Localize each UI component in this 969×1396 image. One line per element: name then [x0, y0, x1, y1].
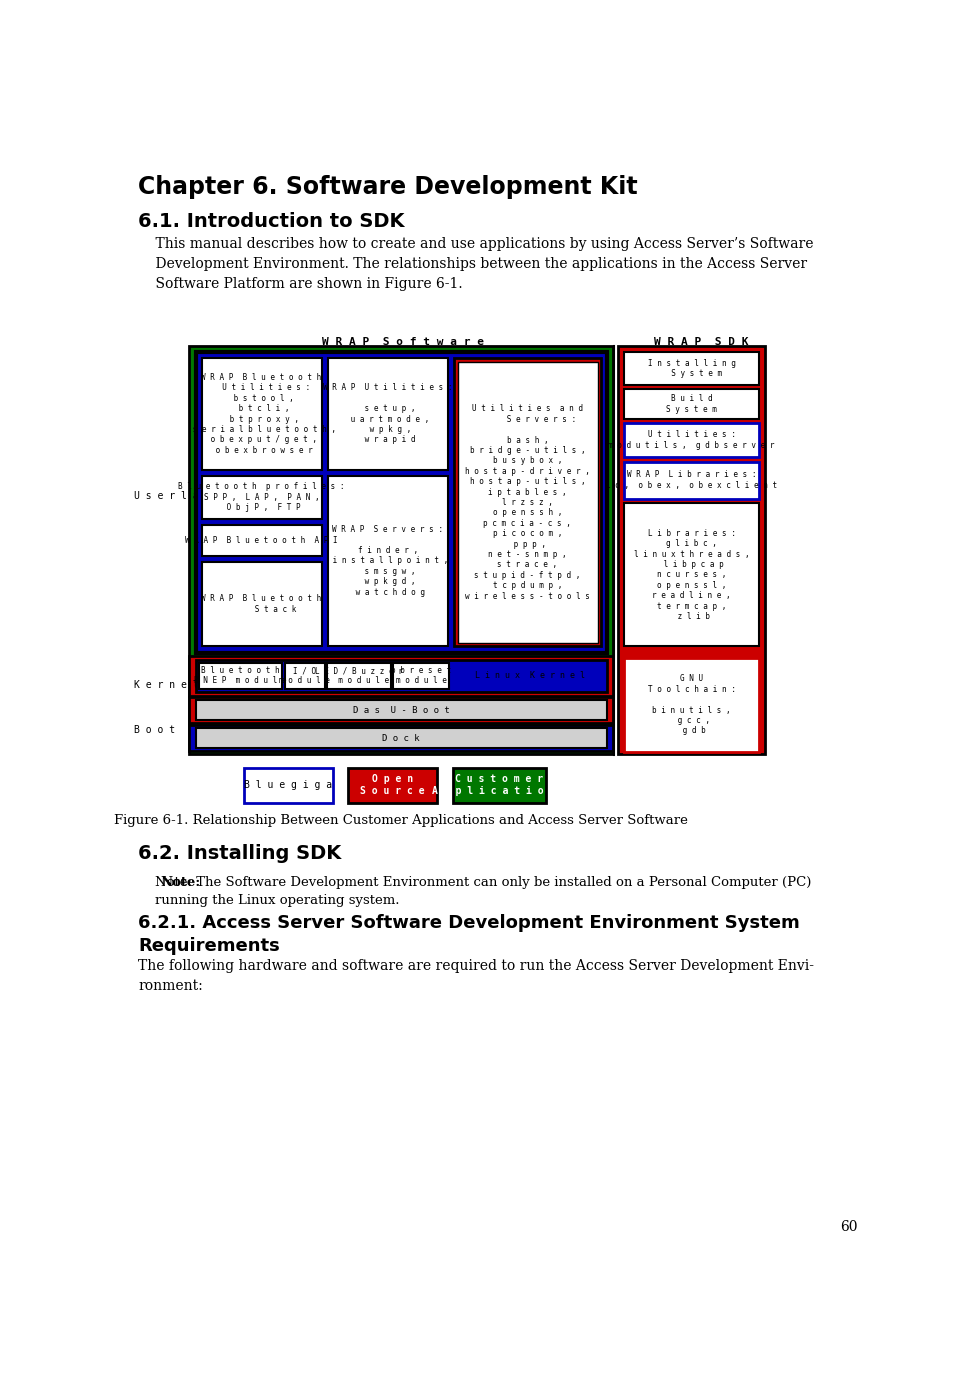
Bar: [199, 663, 282, 688]
Bar: [202, 359, 322, 470]
Bar: [624, 389, 759, 419]
Text: B o o t: B o o t: [134, 725, 174, 734]
Text: B u i l d
S y s t e m: B u i l d S y s t e m: [666, 394, 716, 413]
Text: U s e r l a n d: U s e r l a n d: [134, 491, 222, 501]
Text: U t i l i t i e s :
m o d u t i l s ,  g d b s e r v e r: U t i l i t i e s : m o d u t i l s , g …: [608, 430, 774, 450]
Text: Note:: Note:: [160, 875, 200, 889]
Bar: [189, 725, 612, 751]
Bar: [202, 525, 322, 556]
Text: b b r e s e t
m o d u l e: b b r e s e t m o d u l e: [391, 666, 451, 685]
Bar: [196, 659, 607, 692]
Text: U t i l i t i e s  a n d
      S e r v e r s :

b a s h ,
b r i d g e - u t i l : U t i l i t i e s a n d S e r v e r s : …: [464, 405, 589, 600]
Bar: [348, 768, 437, 803]
Bar: [189, 697, 612, 723]
Text: L E D / B u z z e r
  m o d u l e: L E D / B u z z e r m o d u l e: [315, 666, 403, 685]
Text: O p e n
S o u r c e: O p e n S o u r c e: [359, 775, 424, 796]
Text: Note: The Software Development Environment can only be installed on a Personal C: Note: The Software Development Environme…: [139, 875, 811, 907]
Text: 6.2.1. Access Server Software Development Environment System
Requirements: 6.2.1. Access Server Software Developmen…: [139, 914, 799, 955]
Text: Chapter 6. Software Development Kit: Chapter 6. Software Development Kit: [139, 176, 638, 200]
Text: G N U
T o o l c h a i n :

b i n u t i l s ,
 g c c ,
 g d b: G N U T o o l c h a i n : b i n u t i l …: [647, 674, 735, 736]
Bar: [624, 352, 759, 385]
Text: W R A P  B l u e t o o t h  A P I: W R A P B l u e t o o t h A P I: [185, 536, 337, 544]
Text: K e r n e l: K e r n e l: [134, 680, 198, 690]
Text: The following hardware and software are required to run the Access Server Develo: The following hardware and software are …: [139, 959, 813, 993]
Text: B l u e t o o t h
B N E P  m o d u l e: B l u e t o o t h B N E P m o d u l e: [194, 666, 287, 685]
Text: W R A P  U t i l i t i e s :

 s e t u p ,
 u a r t m o d e ,
 w p k g ,
 w r a : W R A P U t i l i t i e s : s e t u p , …: [323, 384, 453, 444]
Bar: [243, 768, 332, 803]
Bar: [624, 462, 759, 498]
Bar: [454, 359, 601, 646]
Bar: [196, 701, 607, 720]
Bar: [189, 346, 612, 754]
Bar: [328, 663, 391, 688]
Text: W R A P  B l u e t o o t h
  U t i l i t i e s :
 b s t o o l ,
 b t c l i ,
 b : W R A P B l u e t o o t h U t i l i t i …: [187, 373, 335, 455]
Bar: [457, 362, 597, 644]
Text: 60: 60: [839, 1220, 857, 1234]
Text: This manual describes how to create and use applications by using Access Server’: This manual describes how to create and …: [139, 237, 813, 290]
Bar: [285, 663, 325, 688]
Text: W R A P  L i b r a r i e s :
i o ,  o b e x ,  o b e x c l i e n t: W R A P L i b r a r i e s : i o , o b e …: [606, 470, 776, 490]
Text: B l u e g i g a: B l u e g i g a: [243, 780, 331, 790]
Text: I n s t a l l i n g
  S y s t e m: I n s t a l l i n g S y s t e m: [647, 359, 735, 378]
Text: W R A P  B l u e t o o t h
      S t a c k: W R A P B l u e t o o t h S t a c k: [202, 595, 322, 614]
Text: 6.2. Installing SDK: 6.2. Installing SDK: [139, 843, 341, 863]
Text: 6.1. Introduction to SDK: 6.1. Introduction to SDK: [139, 212, 404, 232]
Bar: [196, 352, 607, 652]
Text: I / O
m o d u l e: I / O m o d u l e: [279, 666, 330, 685]
Text: D a s  U - B o o t: D a s U - B o o t: [353, 706, 449, 715]
Bar: [453, 768, 546, 803]
Text: B l u e t o o t h  p r o f i l e s :
S P P ,  L A P ,  P A N ,
 O b j P ,  F T P: B l u e t o o t h p r o f i l e s : S P …: [178, 482, 344, 512]
Bar: [189, 656, 612, 695]
Text: Figure 6-1. Relationship Between Customer Applications and Access Server Softwar: Figure 6-1. Relationship Between Custome…: [114, 814, 687, 828]
Text: L i b r a r i e s :
g l i b c ,
l i n u x t h r e a d s ,
 l i b p c a p
n c u r: L i b r a r i e s : g l i b c , l i n u …: [633, 529, 749, 621]
Text: L i n u x  K e r n e l: L i n u x K e r n e l: [474, 671, 584, 680]
Bar: [202, 561, 322, 646]
Bar: [624, 503, 759, 646]
Text: D o c k: D o c k: [382, 733, 420, 743]
Text: W R A P  S e r v e r s :

f i n d e r ,
 i n s t a l l p o i n t ,
 s m s g w ,
: W R A P S e r v e r s : f i n d e r , i …: [328, 525, 448, 596]
Bar: [328, 476, 448, 646]
Bar: [617, 346, 765, 754]
Text: W R A P  S o f t w a r e: W R A P S o f t w a r e: [322, 336, 484, 348]
Bar: [202, 476, 322, 519]
Text: C u s t o m e r
A p p l i c a t i o n s: C u s t o m e r A p p l i c a t i o n s: [431, 775, 567, 796]
Bar: [196, 729, 607, 748]
Text: W R A P  S D K: W R A P S D K: [653, 336, 747, 348]
Bar: [624, 658, 759, 752]
Bar: [624, 423, 759, 456]
Bar: [392, 663, 449, 688]
Bar: [328, 359, 448, 470]
